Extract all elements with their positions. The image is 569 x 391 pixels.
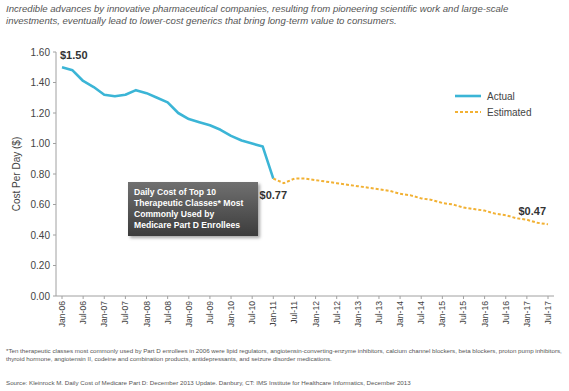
y-tick-label: 0.40 — [31, 230, 51, 241]
x-tick — [505, 296, 506, 299]
legend: Actual Estimated — [455, 91, 531, 118]
legend-label: Estimated — [487, 107, 531, 118]
y-tick-label: 0.20 — [31, 260, 51, 271]
x-tick — [378, 296, 379, 299]
x-tick — [442, 296, 443, 299]
x-tick-label: Jul-10 — [247, 301, 257, 325]
x-tick — [209, 296, 210, 299]
x-tick-label: Jul-15 — [458, 301, 468, 325]
y-tick-label: 1.00 — [31, 138, 51, 149]
x-tick-label: Jul-17 — [543, 301, 553, 325]
y-tick-label: 0.80 — [31, 169, 51, 180]
x-tick — [125, 296, 126, 299]
x-tick-label: Jul-07 — [120, 301, 130, 325]
y-tick — [53, 265, 56, 266]
x-tick — [315, 296, 316, 299]
x-tick — [146, 296, 147, 299]
x-tick-label: Jan-16 — [480, 301, 490, 327]
y-tick — [53, 82, 56, 83]
y-tick-label: 1.60 — [31, 47, 51, 58]
x-tick-label: Jan-09 — [184, 301, 194, 327]
x-tick — [526, 296, 527, 299]
x-tick — [357, 296, 358, 299]
value-label: $0.47 — [518, 205, 546, 217]
x-tick — [252, 296, 253, 299]
title-box: Daily Cost of Top 10 Therapeutic Classes… — [128, 182, 258, 236]
x-tick-label: Jan-06 — [57, 301, 67, 327]
x-tick — [273, 296, 274, 299]
y-tick — [53, 52, 56, 53]
x-tick — [62, 296, 63, 299]
x-tick-label: Jul-14 — [416, 301, 426, 325]
x-tick-label: Jan-10 — [226, 301, 236, 327]
x-tick — [83, 296, 84, 299]
subtitle: Incredible advances by innovative pharma… — [6, 3, 562, 27]
x-tick-label: Jan-17 — [522, 301, 532, 327]
y-tick-label: 1.20 — [31, 108, 51, 119]
y-tick-label: 0.00 — [31, 291, 51, 302]
x-tick-label: Jul-09 — [205, 301, 215, 325]
x-tick — [231, 296, 232, 299]
x-tick — [400, 296, 401, 299]
x-tick — [548, 296, 549, 299]
chart: 0.00 0.20 0.40 0.60 0.80 1.00 1.20 1.40 1.60 Jan-… — [0, 0, 569, 391]
x-tick-label: Jul-13 — [374, 301, 384, 325]
x-tick-label: Jul-16 — [501, 301, 511, 325]
x-tick — [188, 296, 189, 299]
y-tick — [53, 235, 56, 236]
y-tick — [53, 143, 56, 144]
x-tick — [421, 296, 422, 299]
y-tick — [53, 174, 56, 175]
y-tick-label: 0.60 — [31, 199, 51, 210]
value-label: $1.50 — [60, 49, 88, 61]
x-tick-label: Jan-12 — [311, 301, 321, 327]
legend-swatch — [455, 95, 481, 98]
x-tick-label: Jul-06 — [78, 301, 88, 325]
series-line — [273, 179, 548, 225]
x-tick — [167, 296, 168, 299]
y-axis-label: Cost Per Day ($) — [11, 137, 22, 211]
y-tick — [53, 113, 56, 114]
legend-swatch — [455, 111, 481, 113]
x-tick-label: Jul-08 — [163, 301, 173, 325]
footnote: *Ten therapeutic classes most commonly u… — [6, 347, 562, 363]
x-tick-label: Jan-07 — [99, 301, 109, 327]
source: Source: Kleinrock M. Daily Cost of Medic… — [6, 379, 562, 387]
x-tick-label: Jan-13 — [353, 301, 363, 327]
x-tick-label: Jan-11 — [268, 301, 278, 327]
value-label: $0.77 — [260, 189, 288, 201]
x-tick — [484, 296, 485, 299]
x-tick-label: Jan-15 — [437, 301, 447, 327]
x-tick — [104, 296, 105, 299]
y-tick-label: 1.40 — [31, 77, 51, 88]
y-tick — [53, 204, 56, 205]
x-axis-line — [56, 296, 554, 297]
x-tick-label: Jul-11 — [289, 301, 299, 324]
x-tick-label: Jul-12 — [332, 301, 342, 325]
legend-label: Actual — [487, 91, 515, 102]
x-tick-label: Jan-14 — [395, 301, 405, 327]
series-line — [62, 67, 273, 178]
x-tick — [336, 296, 337, 299]
x-tick — [294, 296, 295, 299]
x-tick — [463, 296, 464, 299]
x-tick-label: Jan-08 — [142, 301, 152, 327]
y-tick — [53, 296, 56, 297]
axes: 0.00 0.20 0.40 0.60 0.80 1.00 1.20 1.40 1.60 Jan-… — [11, 47, 554, 328]
